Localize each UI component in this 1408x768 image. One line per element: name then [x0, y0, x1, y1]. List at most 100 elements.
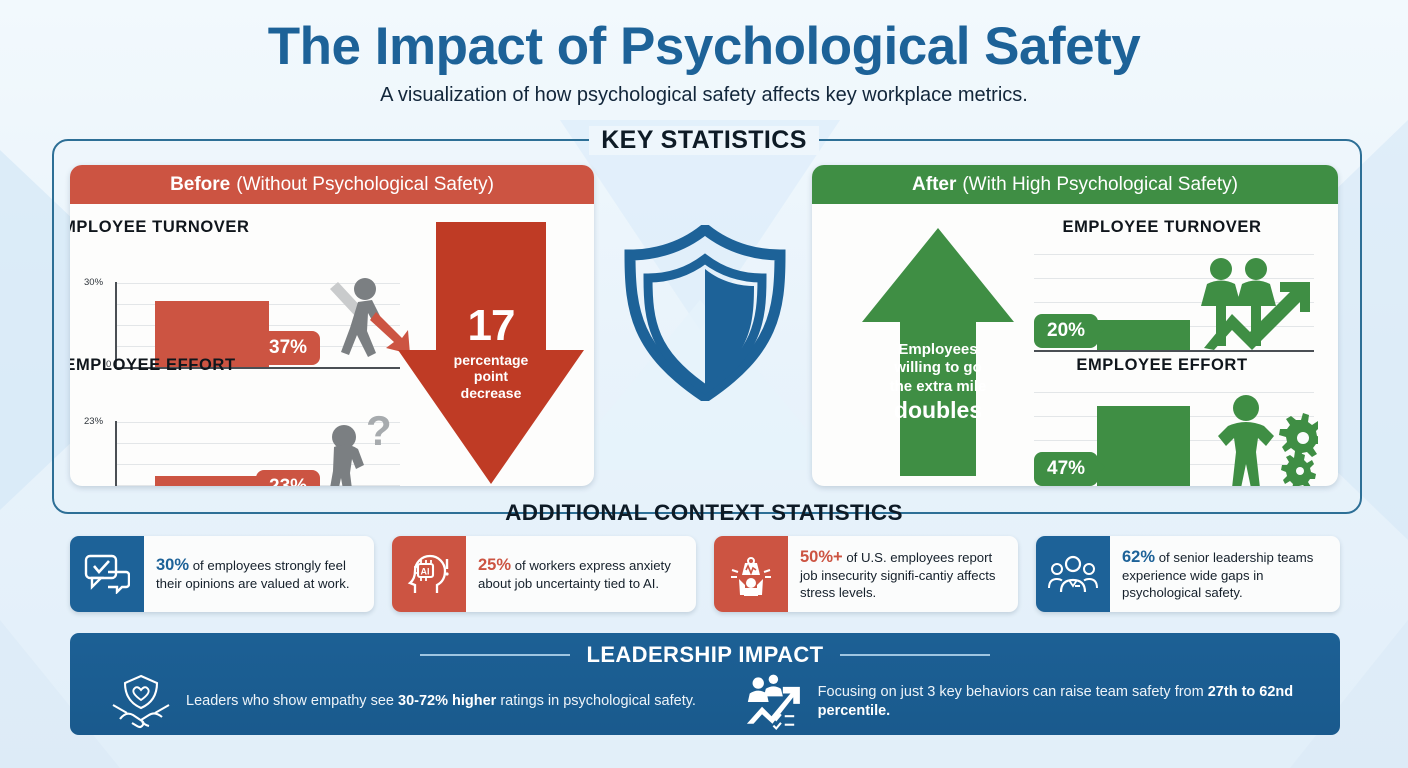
gridline: [1034, 254, 1314, 255]
gridline: [1034, 302, 1314, 303]
after-effort-callout-label: 47%: [1047, 458, 1086, 479]
leadership-impact-band: LEADERSHIP IMPACT Leaders who show empat…: [70, 633, 1340, 735]
gridline: [115, 422, 400, 423]
context-card-text: 62% of senior leadership teams experienc…: [1110, 536, 1340, 612]
context-card-body: of employees strongly feel their opinion…: [156, 558, 350, 592]
heading-rule-left: [420, 654, 571, 656]
increase-arrow-emphasis: doubles: [893, 396, 983, 423]
gridline: [115, 443, 400, 444]
before-effort-bar: [155, 476, 269, 486]
callout-nub: [249, 339, 257, 353]
after-card: After (With High Psychological Safety) E…: [812, 165, 1338, 486]
after-turnover-title: EMPLOYEE TURNOVER: [1062, 218, 1262, 236]
increase-arrow-line3: the extra mile: [889, 377, 987, 395]
context-card-text: 25% of workers express anxiety about job…: [466, 536, 696, 612]
heading-rule-right: [918, 512, 947, 514]
leadership-items: Leaders who show empathy see 30-72% high…: [70, 669, 1340, 735]
increase-arrow-line2: willing to go: [894, 359, 982, 377]
before-card-header: Before (Without Psychological Safety): [70, 165, 594, 204]
leadership-item-empathy: Leaders who show empathy see 30-72% high…: [70, 669, 705, 735]
svg-text:AI: AI: [421, 567, 430, 577]
gridline: [115, 464, 400, 465]
decrease-arrow-number: 17: [467, 301, 516, 350]
section-heading-label: ADDITIONAL CONTEXT STATISTICS: [505, 500, 903, 525]
leadership-item-text: Leaders who show empathy see 30-72% high…: [186, 692, 696, 711]
heading-rule-left: [453, 139, 574, 141]
context-card-text: 30% of employees strongly feel their opi…: [144, 536, 374, 612]
context-card-leadership-gaps[interactable]: 62% of senior leadership teams experienc…: [1036, 536, 1340, 612]
context-card-icon-wrap: [70, 536, 144, 612]
context-card-icon-wrap: [714, 536, 788, 612]
leadership-team-icon: [1048, 555, 1098, 593]
leadership-text-bold: 27th to 62nd percentile.: [817, 683, 1294, 719]
context-card-icon-wrap: [1036, 536, 1110, 612]
section-heading-leadership-impact: LEADERSHIP IMPACT: [70, 641, 1340, 669]
before-effort-callout: 23%: [249, 470, 321, 486]
before-turnover-callout-label: 37%: [269, 337, 308, 358]
after-header-rest: (With High Psychological Safety): [962, 173, 1238, 195]
context-card-stat: 30%: [156, 556, 190, 574]
callout-nub: [249, 478, 257, 486]
decrease-arrow: [398, 222, 584, 484]
after-effort-title: EMPLOYEE EFFORT: [1076, 356, 1248, 374]
leadership-item-text: Focusing on just 3 key behaviors can rai…: [818, 683, 1340, 721]
before-card-body: EMPLOYEE TURNOVER 30% 0 37% EMPLOYEE: [70, 204, 594, 486]
before-turnover-x-axis: [115, 367, 400, 369]
confused-person-icon: ?: [330, 409, 392, 486]
before-turnover-bar: [155, 301, 269, 367]
context-card-body: of senior leadership teams experience wi…: [1122, 549, 1314, 600]
leadership-text-bold: 30-72% higher: [398, 693, 497, 710]
after-turnover-bar: [1097, 320, 1190, 350]
before-turnover-axis-top: 30%: [84, 277, 104, 288]
after-turnover-callout-label: 20%: [1047, 320, 1086, 341]
context-card-stat: 62%: [1122, 547, 1156, 566]
section-heading-additional-context: ADDITIONAL CONTEXT STATISTICS: [434, 498, 974, 528]
section-heading-label: LEADERSHIP IMPACT: [586, 642, 824, 667]
before-header-bold: Before: [170, 173, 231, 195]
context-card-ai-anxiety[interactable]: AI 25% of workers express anxiety about …: [392, 536, 696, 612]
context-card-text: 50%+ of U.S. employees report job insecu…: [788, 536, 1018, 612]
section-heading-label: KEY STATISTICS: [589, 125, 819, 155]
before-turnover-axis-bottom: 0: [106, 359, 112, 370]
leadership-text-after: ratings in psychological safety.: [496, 693, 696, 710]
page-title: The Impact of Psychological Safety: [267, 17, 1141, 76]
after-card-body: Employees willing to go the extra mile d…: [812, 204, 1338, 486]
context-card-job-insecurity[interactable]: 50%+ of U.S. employees report job insecu…: [714, 536, 1018, 612]
stress-weight-icon: [731, 557, 771, 596]
after-turnover-x-axis: [1034, 350, 1314, 352]
gridline: [1034, 278, 1314, 279]
person-leaving-icon: [330, 278, 410, 357]
heading-rule-right: [834, 139, 955, 141]
gridline: [115, 283, 400, 284]
callout-nub: [1097, 322, 1106, 336]
decrease-arrow-line2: point: [473, 368, 509, 385]
leadership-text-before: Focusing on just 3 key behaviors can rai…: [817, 683, 1208, 700]
before-turnover-title: EMPLOYEE TURNOVER: [70, 218, 250, 236]
context-card-body: of workers express anxiety about job unc…: [478, 558, 671, 592]
decrease-arrow-text: 17 percentage point decrease: [398, 300, 584, 401]
speech-bubble-check-icon: [84, 554, 130, 594]
before-effort-callout-label: 23%: [269, 476, 307, 486]
before-effort-y-axis: [115, 421, 117, 486]
decrease-arrow-line1: percentage: [453, 351, 529, 368]
team-growth-checklist-icon: [746, 674, 800, 731]
increase-arrow-line1: Employees: [898, 341, 978, 358]
leadership-text-before: Leaders who show empathy see: [186, 693, 398, 710]
increase-arrow: [862, 228, 1014, 476]
context-card-body: of U.S. employees report job insecurity …: [800, 549, 996, 600]
context-card-stat: 50%+: [800, 547, 843, 566]
context-card-icon-wrap: AI: [392, 536, 466, 612]
heading-rule-left: [461, 512, 490, 514]
after-turnover-callout: 20%: [1034, 314, 1106, 348]
after-effort-callout: 47%: [1034, 452, 1106, 486]
shield-icon: [624, 225, 786, 401]
shield-heart-handshake-icon: [112, 674, 170, 729]
section-heading-key-statistics: KEY STATISTICS: [444, 124, 964, 156]
before-turnover-callout: 37%: [249, 331, 321, 365]
gridline: [1034, 392, 1314, 393]
context-card-opinions-valued[interactable]: 30% of employees strongly feel their opi…: [70, 536, 374, 612]
before-effort-axis-top: 23%: [84, 416, 104, 427]
increase-arrow-text: Employees willing to go the extra mile d…: [862, 341, 1014, 424]
before-turnover-y-axis: [115, 282, 117, 368]
leadership-item-behaviors: Focusing on just 3 key behaviors can rai…: [705, 669, 1340, 735]
